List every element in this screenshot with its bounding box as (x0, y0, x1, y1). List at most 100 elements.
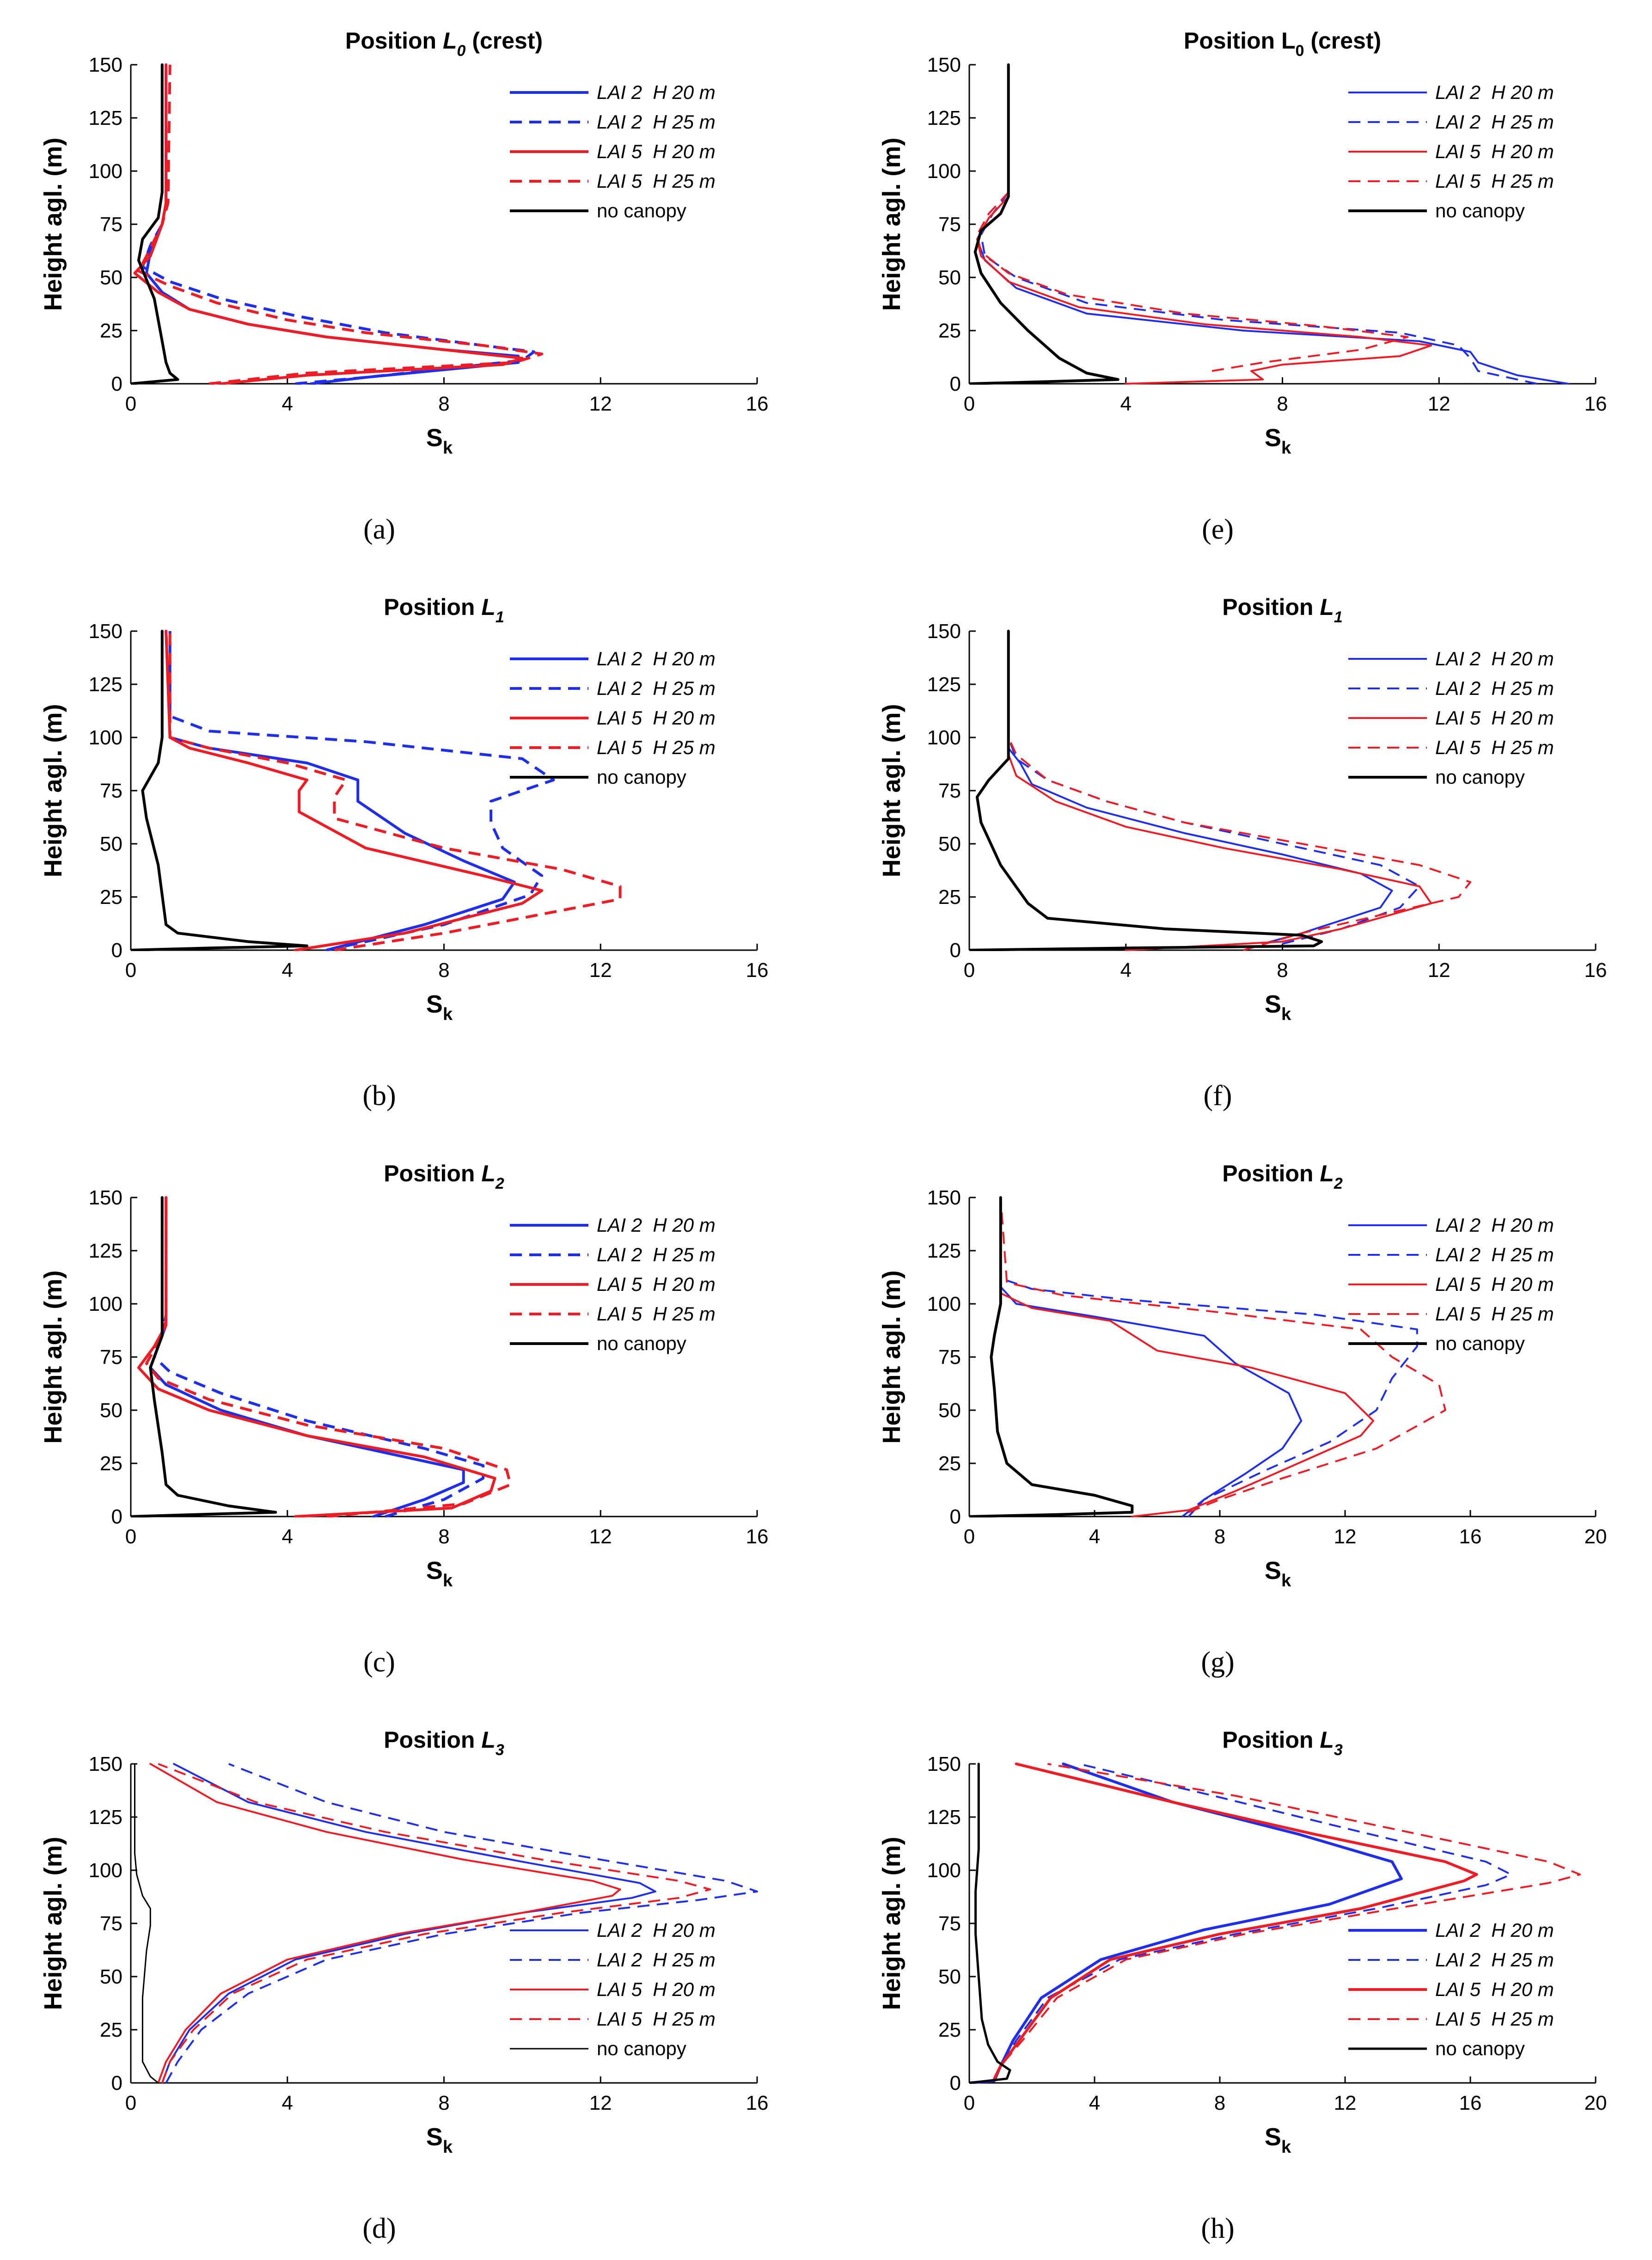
series-line-lai-5-h-25-m (1007, 631, 1471, 951)
panel-title: Position L2 (1222, 1161, 1343, 1192)
x-tick-label: 0 (125, 1525, 136, 1548)
title-symbol: L (481, 1727, 496, 1753)
y-tick-label: 0 (111, 1505, 122, 1528)
series-line-lai-2-h-25-m (168, 631, 555, 951)
x-tick-label: 0 (125, 393, 136, 415)
y-tick-label: 100 (89, 1293, 122, 1315)
title-text: Position (384, 1727, 481, 1753)
legend-label: LAI 5 H 20 m (597, 707, 716, 729)
y-tick-label: 0 (950, 373, 961, 395)
title-symbol: L (1320, 1161, 1334, 1186)
legend-label: no canopy (1435, 200, 1525, 221)
series-line-lai-5-h-25-m (976, 65, 1409, 372)
x-tick-label: 0 (964, 393, 975, 415)
x-tick-label: 4 (282, 1525, 293, 1548)
x-tick-label: 8 (438, 1525, 449, 1548)
panel-caption: (c) (363, 1646, 395, 1678)
series-line-lai-5-h-20-m (993, 1763, 1478, 2080)
x-tick-label: 0 (964, 959, 975, 982)
series-line-lai-2-h-20-m (1007, 630, 1393, 945)
x-tick-label: 16 (1585, 393, 1607, 415)
y-tick-label: 50 (100, 1965, 122, 1988)
x-axis-label: Sk (1265, 1557, 1291, 1591)
y-tick-label: 125 (89, 107, 122, 129)
x-tick-label: 8 (1277, 393, 1288, 415)
series-line-lai-5-h-20-m (999, 1197, 1374, 1517)
x-axis-label: Sk (426, 424, 453, 458)
title-symbol: L (481, 594, 496, 620)
y-tick-label: 150 (927, 1753, 961, 1775)
y-axis-label: Height agl. (m) (878, 704, 906, 878)
y-tick-label: 75 (100, 1346, 122, 1369)
x-axis-symbol: S (1265, 2123, 1281, 2151)
series-line-no-canopy (131, 63, 179, 385)
series-line-lai-2-h-25-m (993, 1763, 1512, 2079)
x-tick-label: 4 (282, 959, 293, 982)
y-axis-label: Height agl. (m) (39, 138, 67, 311)
y-tick-label: 125 (89, 1806, 122, 1829)
y-tick-label: 100 (927, 160, 961, 183)
x-tick-label: 20 (1585, 2092, 1607, 2114)
legend-label: LAI 2 H 25 m (597, 1949, 716, 1971)
panel-title: Position L3 (384, 1727, 504, 1759)
y-axis-label: Height agl. (m) (878, 1271, 906, 1444)
x-tick-label: 8 (438, 393, 449, 415)
x-tick-label: 4 (1089, 2092, 1100, 2114)
y-tick-label: 25 (938, 319, 961, 342)
chart-panel-f: Position L1 0 25 50 75 100 125 150 0 4 8 12 16 Sk Heig… (878, 594, 1607, 1112)
y-tick-label: 50 (938, 833, 961, 855)
title-symbol: L (1320, 1727, 1334, 1753)
x-tick-label: 4 (1089, 1525, 1100, 1548)
legend-label: no canopy (1435, 1333, 1525, 1354)
series-line-lai-5-h-20-m (137, 1196, 496, 1517)
panel-title: Position L2 (384, 1161, 504, 1192)
y-axis-label: Height agl. (m) (39, 1837, 67, 2010)
legend: LAI 2 H 20 m LAI 2 H 25 m LAI 5 H 20 m LAI … (510, 81, 716, 221)
y-tick-label: 125 (927, 107, 961, 129)
y-tick-label: 125 (927, 1240, 961, 1262)
series-line-lai-5-h-25-m (158, 1763, 711, 2083)
y-tick-label: 125 (89, 673, 122, 696)
legend-label: LAI 2 H 20 m (597, 1919, 716, 1941)
series-line-lai-5-h-25-m (993, 1763, 1581, 2079)
y-tick-label: 125 (927, 1806, 961, 1829)
title-suffix: (crest) (465, 28, 543, 54)
panel-caption: (f) (1204, 1080, 1232, 1112)
x-axis-subscript: k (443, 1571, 453, 1591)
y-tick-label: 50 (100, 1399, 122, 1422)
x-tick-label: 0 (964, 2092, 975, 2114)
series-group (969, 1763, 1581, 2084)
x-axis-label: Sk (1265, 424, 1291, 458)
title-text: Position (384, 594, 481, 620)
y-tick-label: 150 (89, 620, 122, 643)
x-tick-label: 0 (964, 1525, 975, 1548)
x-tick-label: 16 (1459, 2092, 1482, 2114)
title-symbol: L (481, 1161, 496, 1186)
panel-caption: (h) (1201, 2213, 1234, 2244)
panel-title: Position L1 (384, 594, 504, 626)
y-tick-label: 25 (100, 2019, 122, 2041)
series-line-no-canopy (969, 630, 1323, 951)
y-tick-label: 75 (938, 1346, 961, 1369)
y-tick-label: 75 (938, 1912, 961, 1935)
series-line-lai-2-h-20-m (149, 1196, 465, 1517)
y-tick-label: 150 (927, 1186, 961, 1209)
panel-caption: (g) (1201, 1646, 1234, 1678)
title-text: Position L (1184, 28, 1296, 54)
legend: LAI 2 H 20 m LAI 2 H 25 m LAI 5 H 20 m LAI … (510, 1919, 716, 2059)
legend-label: LAI 2 H 20 m (597, 1214, 716, 1236)
y-tick-label: 50 (938, 1399, 961, 1422)
x-tick-label: 4 (1120, 393, 1132, 415)
series-line-no-canopy (134, 1763, 159, 2084)
legend-label: LAI 2 H 20 m (1435, 1214, 1554, 1236)
y-tick-label: 150 (89, 1186, 122, 1209)
legend-label: LAI 5 H 25 m (1435, 1303, 1554, 1325)
x-axis-label: Sk (426, 990, 453, 1024)
x-tick-label: 8 (1214, 2092, 1225, 2114)
x-tick-label: 16 (746, 393, 769, 415)
legend-label: no canopy (597, 2038, 686, 2059)
y-tick-label: 25 (100, 886, 122, 909)
x-tick-label: 12 (1334, 1525, 1357, 1548)
y-tick-label: 150 (927, 620, 961, 643)
